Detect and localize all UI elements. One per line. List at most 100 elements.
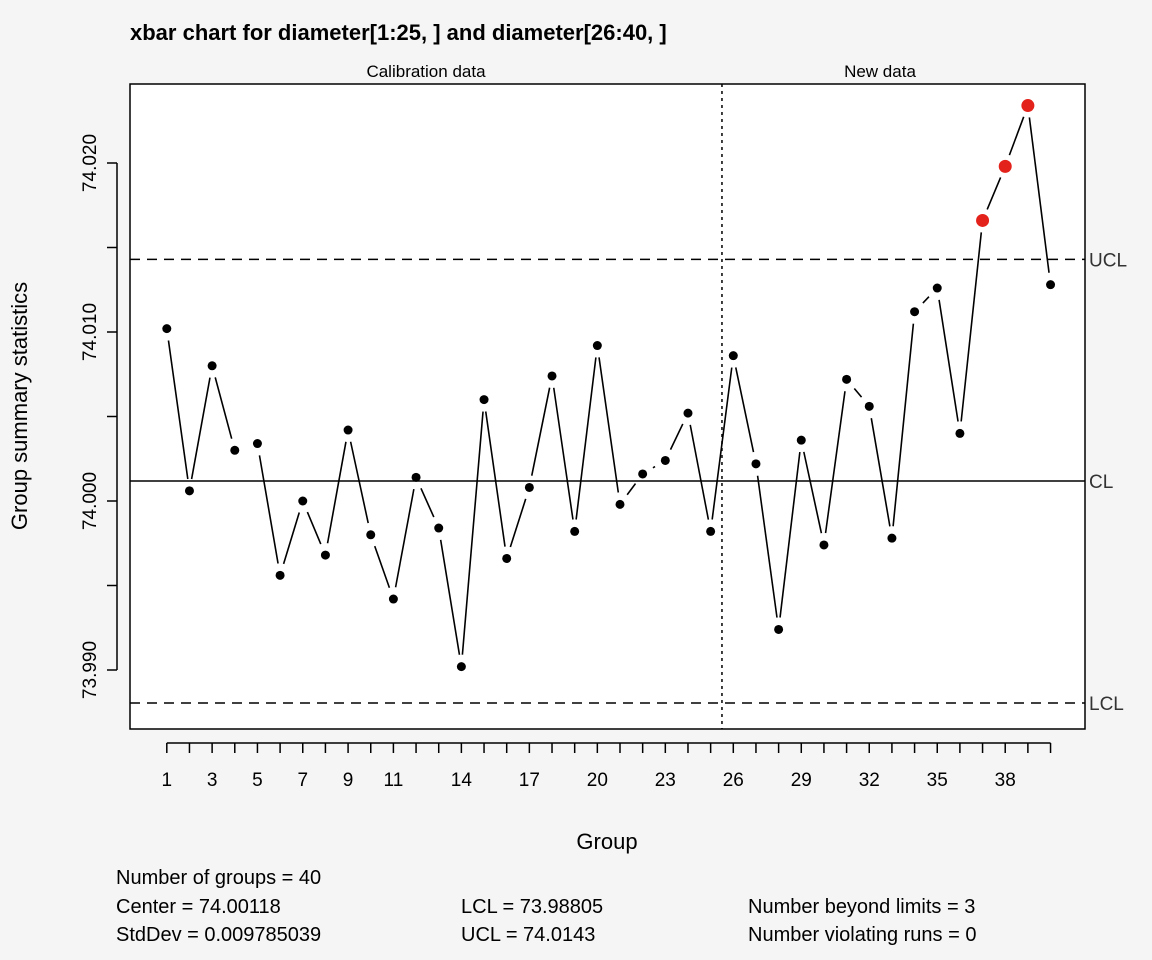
series-segment <box>824 391 846 534</box>
series-segment <box>484 411 506 547</box>
data-point <box>842 374 852 384</box>
x-tick-label: 7 <box>297 770 308 791</box>
data-point <box>751 459 761 469</box>
series-segment <box>190 377 211 480</box>
series-segment <box>922 296 930 304</box>
x-tick-label: 32 <box>859 770 880 791</box>
series-segment <box>803 451 823 534</box>
x-tick-label: 23 <box>655 770 676 791</box>
series-segment <box>938 299 959 422</box>
series-segment <box>394 488 415 588</box>
stats-column-violations: Number beyond limits = 3 Number violatin… <box>748 893 976 950</box>
x-tick-label: 5 <box>252 770 263 791</box>
series-segment <box>258 455 279 564</box>
x-tick-label: 29 <box>791 770 812 791</box>
series-segment <box>960 232 983 422</box>
series-segment <box>373 545 391 588</box>
series-segment <box>734 367 755 453</box>
series-segment <box>509 498 527 548</box>
data-point <box>706 526 716 536</box>
data-point <box>683 408 693 418</box>
ucl-value: UCL = 74.0143 <box>461 924 596 946</box>
data-point <box>502 553 512 563</box>
series-segment <box>1008 116 1025 156</box>
data-point <box>456 662 466 672</box>
data-point <box>343 425 353 435</box>
data-point <box>388 594 398 604</box>
center-value: Center = 74.00118 <box>116 895 281 918</box>
data-point <box>184 486 194 496</box>
data-point <box>660 455 670 465</box>
series-segment <box>652 465 656 469</box>
data-point <box>615 499 625 509</box>
x-tick-label: 20 <box>587 770 608 791</box>
series-segment <box>870 418 891 527</box>
y-tick-label: 74.020 <box>80 134 101 192</box>
x-tick-label: 26 <box>723 770 744 791</box>
violation-point <box>998 159 1012 173</box>
data-point <box>887 533 897 543</box>
series-segment <box>530 387 551 476</box>
series-segment <box>689 424 710 520</box>
data-point <box>955 428 965 438</box>
chart-title: xbar chart for diameter[1:25, ] and diam… <box>130 20 667 45</box>
series-segment <box>669 423 684 450</box>
data-point <box>524 482 534 492</box>
series-segment <box>326 441 347 544</box>
ucl-label: UCL <box>1089 250 1127 271</box>
x-tick-label: 35 <box>927 770 948 791</box>
data-point <box>411 472 421 482</box>
data-point <box>1046 280 1056 290</box>
stats-column-limits: LCL = 73.98805 UCL = 74.0143 <box>461 893 603 950</box>
lcl-label: LCL <box>1089 694 1124 715</box>
series-segment <box>853 388 863 398</box>
data-point <box>819 540 829 550</box>
data-point <box>570 526 580 536</box>
data-point <box>434 523 444 533</box>
new-data-label: New data <box>844 62 916 81</box>
calibration-data-label: Calibration data <box>366 62 486 81</box>
y-axis-title: Group summary statistics <box>7 282 32 530</box>
x-tick-label: 11 <box>384 770 404 791</box>
data-point <box>638 469 648 479</box>
violation-point <box>976 213 990 227</box>
beyond-limits-count: Number beyond limits = 3 <box>748 895 976 918</box>
data-point <box>547 371 557 381</box>
x-tick-label: 14 <box>451 770 473 791</box>
lcl-value: LCL = 73.98805 <box>461 895 604 918</box>
data-point <box>592 341 602 351</box>
series-segment <box>306 511 322 545</box>
x-tick-label: 3 <box>207 770 218 791</box>
series-segment <box>282 512 301 565</box>
data-point <box>207 361 217 371</box>
x-tick-label: 1 <box>162 770 173 791</box>
x-tick-label: 9 <box>343 770 354 791</box>
data-point <box>774 624 784 634</box>
data-point <box>864 401 874 411</box>
series-segment <box>575 357 597 520</box>
series-segment <box>1028 117 1050 273</box>
stats-column-groups: Number of groups = 40 Center = 74.00118 … <box>116 864 321 950</box>
series-segment <box>461 411 484 655</box>
stddev-value: StdDev = 0.009785039 <box>116 924 322 946</box>
series-segment <box>598 357 620 493</box>
number-of-groups: Number of groups = 40 <box>116 867 322 889</box>
series-segment <box>779 451 801 618</box>
data-point <box>320 550 330 560</box>
x-tick-label: 17 <box>519 770 540 791</box>
data-point <box>252 439 262 449</box>
data-point <box>932 283 942 293</box>
data-point <box>230 445 240 455</box>
series-segment <box>892 323 915 527</box>
cl-label: CL <box>1089 472 1113 493</box>
data-point <box>728 351 738 361</box>
data-point <box>910 307 920 317</box>
x-tick-label: 38 <box>995 770 1016 791</box>
data-point <box>162 324 172 334</box>
series-segment <box>711 367 733 520</box>
series-segment <box>756 475 778 618</box>
series-segment <box>349 441 369 524</box>
series-segment <box>986 177 1002 210</box>
series-segment <box>214 377 233 439</box>
